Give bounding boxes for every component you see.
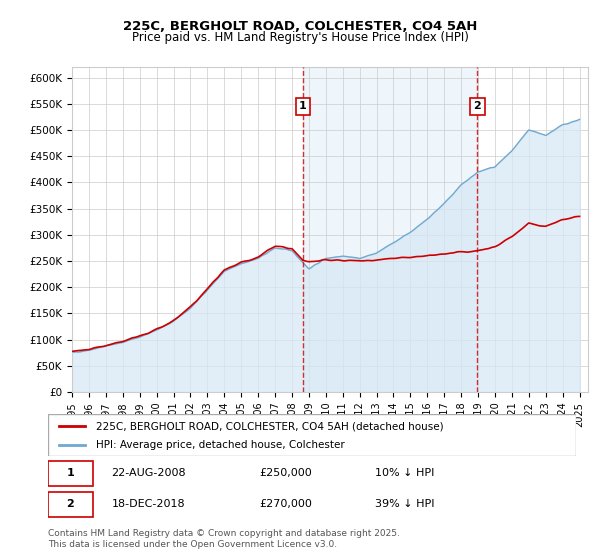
- Text: 225C, BERGHOLT ROAD, COLCHESTER, CO4 5AH: 225C, BERGHOLT ROAD, COLCHESTER, CO4 5AH: [123, 20, 477, 32]
- FancyBboxPatch shape: [48, 461, 93, 486]
- Text: £250,000: £250,000: [259, 468, 312, 478]
- Bar: [303, 67, 478, 392]
- FancyBboxPatch shape: [48, 414, 576, 456]
- Text: 2: 2: [473, 101, 481, 111]
- Text: 2: 2: [67, 500, 74, 509]
- Text: £270,000: £270,000: [259, 500, 312, 509]
- Text: 1: 1: [67, 468, 74, 478]
- Text: 39% ↓ HPI: 39% ↓ HPI: [376, 500, 435, 509]
- Text: 22-AUG-2008: 22-AUG-2008: [112, 468, 186, 478]
- Text: Price paid vs. HM Land Registry's House Price Index (HPI): Price paid vs. HM Land Registry's House …: [131, 31, 469, 44]
- Text: 10% ↓ HPI: 10% ↓ HPI: [376, 468, 435, 478]
- Text: 1: 1: [299, 101, 307, 111]
- Text: HPI: Average price, detached house, Colchester: HPI: Average price, detached house, Colc…: [95, 440, 344, 450]
- Text: 18-DEC-2018: 18-DEC-2018: [112, 500, 185, 509]
- Text: 225C, BERGHOLT ROAD, COLCHESTER, CO4 5AH (detached house): 225C, BERGHOLT ROAD, COLCHESTER, CO4 5AH…: [95, 421, 443, 431]
- Text: Contains HM Land Registry data © Crown copyright and database right 2025.
This d: Contains HM Land Registry data © Crown c…: [48, 529, 400, 549]
- FancyBboxPatch shape: [48, 492, 93, 516]
